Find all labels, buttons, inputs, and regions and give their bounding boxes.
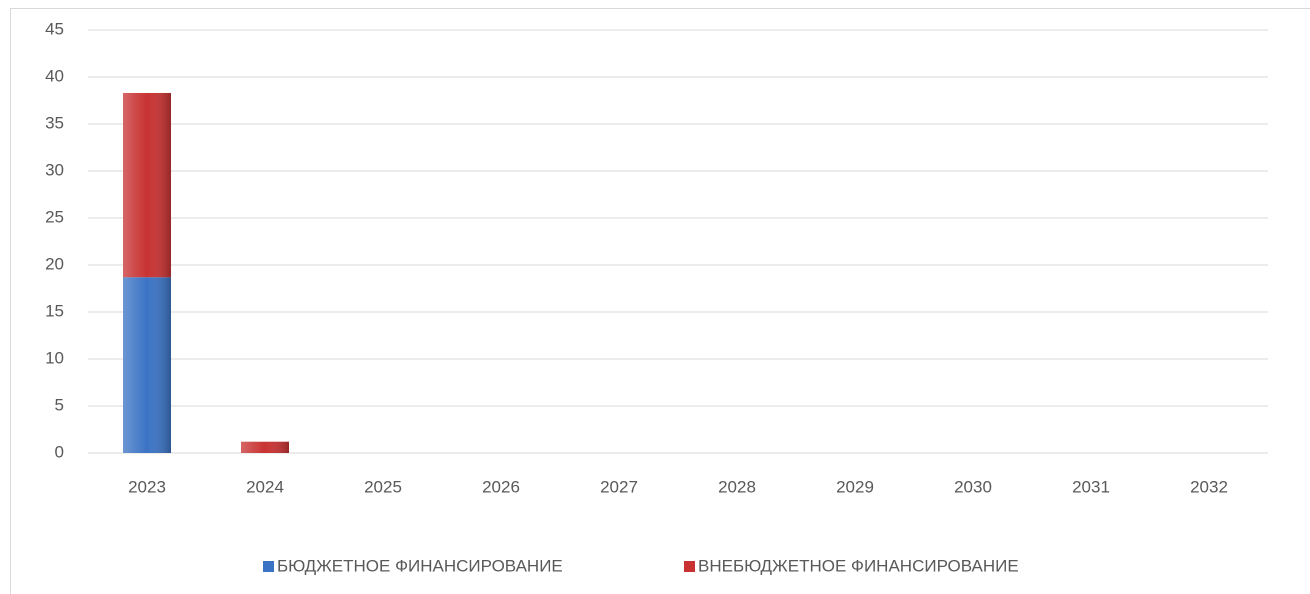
y-tick-label: 40	[45, 66, 64, 85]
bar-shade	[123, 277, 171, 453]
bar-shade	[123, 92, 171, 278]
x-tick-label: 2023	[128, 477, 166, 496]
x-tick-label: 2028	[718, 477, 756, 496]
x-tick-label: 2025	[364, 477, 402, 496]
legend-label: БЮДЖЕТНОЕ ФИНАНСИРОВАНИЕ	[277, 556, 563, 575]
bar-shade	[241, 441, 289, 453]
y-tick-label: 10	[45, 348, 64, 367]
y-tick-label: 15	[45, 301, 64, 320]
y-tick-label: 5	[55, 395, 64, 414]
y-tick-label: 30	[45, 160, 64, 179]
x-tick-label: 2026	[482, 477, 520, 496]
y-tick-label: 20	[45, 254, 64, 273]
x-tick-label: 2031	[1072, 477, 1110, 496]
y-tick-label: 25	[45, 207, 64, 226]
legend-label: ВНЕБЮДЖЕТНОЕ ФИНАНСИРОВАНИЕ	[698, 556, 1019, 575]
x-tick-label: 2029	[836, 477, 874, 496]
x-tick-label: 2027	[600, 477, 638, 496]
x-tick-label: 2024	[246, 477, 284, 496]
y-tick-label: 35	[45, 113, 64, 132]
chart-frame	[10, 8, 1310, 594]
legend-swatch	[263, 561, 274, 572]
legend-swatch	[684, 561, 695, 572]
y-tick-label: 0	[55, 442, 64, 461]
y-tick-label: 45	[45, 19, 64, 38]
x-tick-label: 2032	[1190, 477, 1228, 496]
x-tick-label: 2030	[954, 477, 992, 496]
